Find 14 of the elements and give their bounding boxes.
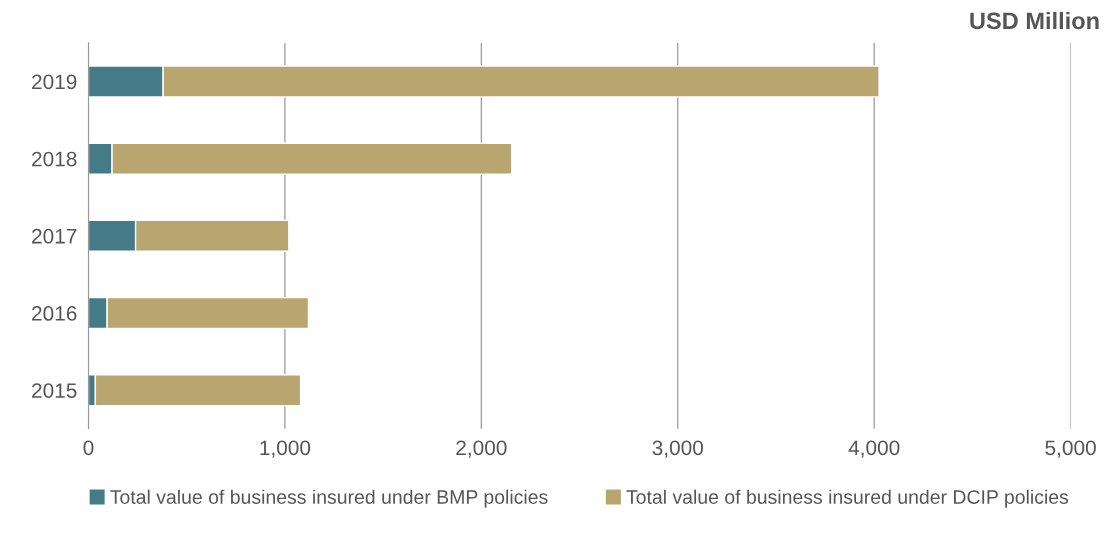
y-tick-label: 2017 [32,228,77,244]
x-tick-label: 5,000 [1045,440,1096,458]
y-tick-label: 2018 [32,151,77,167]
y-tick-label: 2015 [32,383,77,398]
x-tick-label: 4,000 [848,440,900,458]
x-axis-title: USD Million [970,11,1099,30]
legend-label: Total value of business insured under BMP policies [110,489,548,508]
x-tick-label: 2,000 [456,440,507,458]
x-tick-label: 3,000 [652,440,704,458]
y-tick-label: 2019 [32,74,77,90]
y-tick-label: 2016 [32,306,77,321]
x-tick-label: 0 [83,440,94,456]
x-tick-label: 1,000 [260,440,311,458]
legend-label: Total value of business insured under DCIP policies [626,489,1069,508]
